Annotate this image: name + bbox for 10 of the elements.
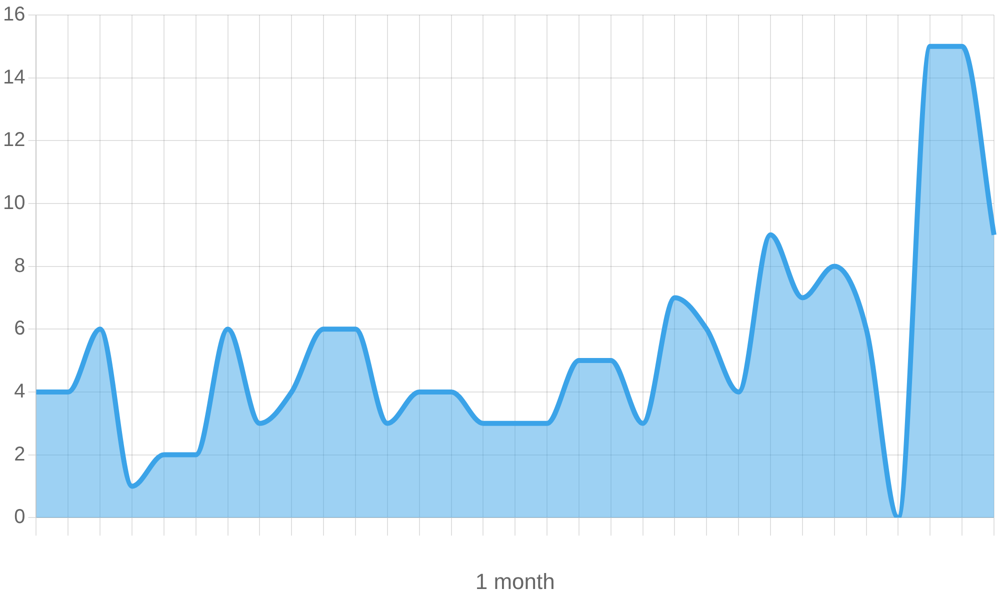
y-tick-label: 4 — [14, 380, 26, 402]
y-tick-label: 0 — [14, 506, 26, 528]
y-tick-label: 12 — [2, 129, 26, 152]
y-tick-label: 6 — [14, 318, 26, 340]
y-tick-label: 2 — [14, 443, 26, 466]
y-tick-label: 8 — [14, 254, 26, 277]
x-axis-title: 1 month — [475, 568, 555, 594]
y-tick-label: 16 — [2, 4, 26, 26]
y-tick-label: 10 — [2, 192, 26, 214]
y-tick-label: 14 — [2, 66, 26, 88]
